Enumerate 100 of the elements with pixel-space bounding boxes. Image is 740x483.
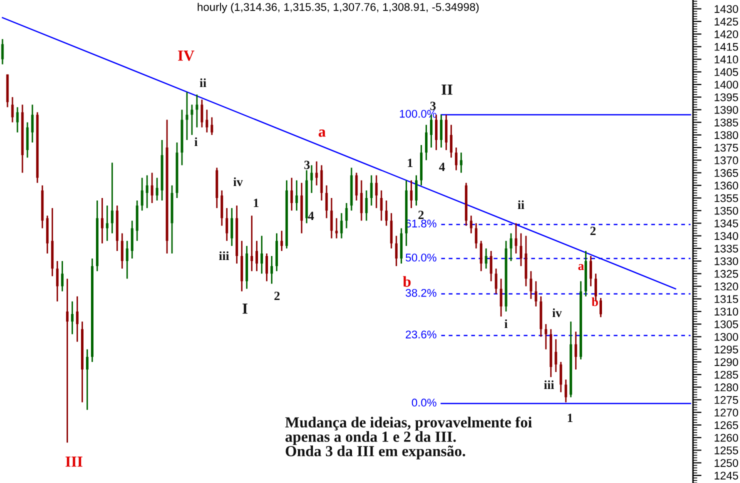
candlestick (500, 278, 502, 318)
candlestick (510, 232, 512, 262)
candlestick (310, 164, 313, 194)
candlestick (16, 106, 19, 134)
annotation: 2 (418, 210, 424, 220)
annotation: II (442, 84, 452, 95)
y-tick-label: 1425 (714, 18, 738, 26)
y-tick-label: 1405 (714, 68, 738, 76)
annotation: 3 (430, 102, 436, 110)
annotation: I (242, 304, 248, 314)
candlestick (140, 177, 144, 212)
candlestick (574, 330, 578, 370)
series-label: 100.0% (400, 110, 436, 118)
series-label: 0.0% (412, 398, 436, 407)
chart-title: hourly (1,314.36, 1,315.35, 1,307.76, 1,308.91, -5.34998) (198, 2, 479, 14)
y-tick-label: 1355 (714, 194, 738, 202)
candlestick (110, 162, 114, 234)
series-label: 50.0% (406, 254, 436, 262)
candlestick (76, 296, 79, 342)
candlestick (410, 180, 413, 209)
candlestick (206, 109, 208, 134)
candlestick (330, 197, 333, 240)
candlestick (11, 96, 14, 124)
candlestick (256, 240, 258, 272)
candlestick (434, 114, 438, 151)
y-tick-label: 1310 (714, 308, 738, 316)
annotation: IV (178, 50, 194, 61)
y-tick-label: 1400 (714, 80, 738, 89)
candlestick (295, 180, 298, 212)
candlestick (1, 38, 4, 66)
y-tick-label: 1385 (714, 118, 738, 126)
candlestick (480, 240, 482, 272)
y-tick-label: 1335 (714, 244, 738, 253)
candlestick (66, 278, 69, 444)
candlestick (340, 212, 343, 240)
y-tick-label: 1360 (714, 182, 738, 190)
candlestick (106, 204, 108, 242)
y-tick-label: 1415 (714, 43, 738, 51)
annotation: 4 (308, 212, 314, 220)
candlestick (484, 248, 488, 270)
y-tick-label: 1295 (714, 346, 738, 354)
candlestick (530, 270, 532, 300)
y-tick-label: 1290 (714, 358, 738, 366)
candlestick (71, 300, 74, 335)
candlestick (395, 235, 398, 267)
annotation: ii (518, 200, 524, 210)
candlestick (590, 255, 592, 287)
y-tick-label: 1285 (714, 370, 738, 379)
annotation: 2 (274, 292, 280, 300)
y-tick-label: 1255 (714, 446, 738, 454)
candlestick (450, 124, 452, 158)
y-tick-label: 1330 (714, 257, 738, 266)
y-tick-label: 1410 (714, 56, 738, 64)
candlestick (226, 207, 228, 242)
candlestick (370, 174, 373, 206)
candlestick (186, 91, 188, 141)
candlestick (100, 197, 104, 244)
candlestick (280, 230, 283, 252)
y-tick-label: 1245 (714, 472, 738, 480)
candlestick (260, 235, 263, 274)
candlestick (126, 240, 128, 280)
y-tick-label: 1275 (714, 396, 738, 404)
candlestick (315, 160, 318, 186)
candlestick (196, 94, 198, 128)
y-tick-label: 1380 (714, 131, 738, 140)
y-tick-label: 1315 (714, 295, 738, 304)
y-tick-label: 1395 (714, 93, 738, 102)
candlestick (250, 214, 254, 272)
annotation: 2 (590, 226, 596, 236)
candlestick (26, 122, 29, 158)
annotation: iii (219, 251, 230, 260)
y-tick-label: 1300 (714, 332, 738, 341)
candlestick (56, 260, 59, 302)
series-label: 23.6% (406, 330, 436, 338)
candlestick (440, 114, 442, 148)
candlestick (380, 190, 383, 222)
candlestick (61, 260, 64, 292)
candlestick (230, 207, 234, 247)
candlestick (220, 190, 224, 226)
annotation: 1 (568, 414, 572, 422)
annotation: 4 (439, 162, 445, 172)
candlestick (375, 174, 378, 209)
candlestick (360, 180, 363, 222)
candlestick (425, 124, 428, 161)
candlestick (130, 220, 134, 260)
candlestick (454, 146, 458, 171)
y-tick-label: 1305 (714, 320, 738, 328)
candlestick (156, 177, 158, 202)
candlestick (390, 212, 393, 250)
annotation: ii (200, 78, 206, 88)
candlestick (534, 280, 538, 308)
y-tick-label: 1270 (714, 408, 738, 417)
candlestick (270, 255, 273, 284)
annotation: iii (544, 380, 554, 390)
annotation: 3 (304, 160, 310, 170)
candlestick (385, 200, 388, 226)
candlestick (560, 361, 562, 393)
y-tick-label: 1320 (714, 282, 738, 290)
candlestick (470, 214, 472, 234)
candlestick (210, 116, 214, 136)
